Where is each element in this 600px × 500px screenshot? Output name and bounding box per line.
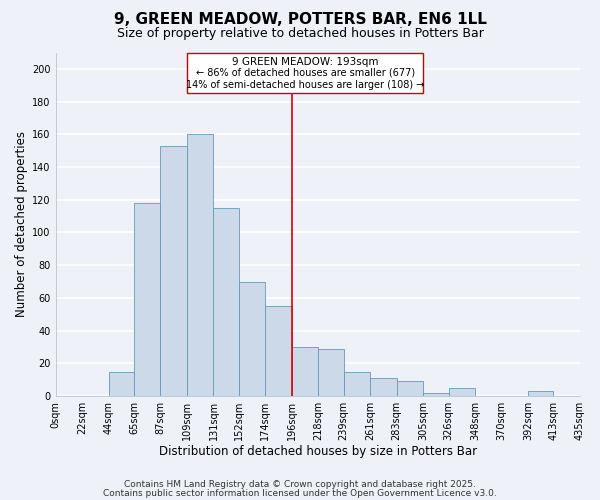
Bar [160, 146, 187, 396]
Bar [134, 203, 160, 396]
Bar [292, 347, 319, 396]
Bar [214, 208, 239, 396]
Bar [344, 372, 370, 396]
Bar [423, 393, 449, 396]
Bar [449, 388, 475, 396]
X-axis label: Distribution of detached houses by size in Potters Bar: Distribution of detached houses by size … [159, 444, 477, 458]
Bar [319, 348, 344, 396]
Text: ← 86% of detached houses are smaller (677): ← 86% of detached houses are smaller (67… [196, 68, 415, 78]
Text: 9 GREEN MEADOW: 193sqm: 9 GREEN MEADOW: 193sqm [232, 56, 379, 66]
Text: 9, GREEN MEADOW, POTTERS BAR, EN6 1LL: 9, GREEN MEADOW, POTTERS BAR, EN6 1LL [113, 12, 487, 28]
Bar [397, 382, 423, 396]
Bar [265, 306, 292, 396]
Y-axis label: Number of detached properties: Number of detached properties [15, 132, 28, 318]
Bar [109, 372, 134, 396]
Text: Contains HM Land Registry data © Crown copyright and database right 2025.: Contains HM Land Registry data © Crown c… [124, 480, 476, 489]
Bar [239, 282, 265, 396]
Bar [187, 134, 214, 396]
Text: Size of property relative to detached houses in Potters Bar: Size of property relative to detached ho… [116, 28, 484, 40]
FancyBboxPatch shape [187, 52, 423, 94]
Text: 14% of semi-detached houses are larger (108) →: 14% of semi-detached houses are larger (… [186, 80, 424, 90]
Text: Contains public sector information licensed under the Open Government Licence v3: Contains public sector information licen… [103, 488, 497, 498]
Bar [370, 378, 397, 396]
Bar [528, 391, 553, 396]
